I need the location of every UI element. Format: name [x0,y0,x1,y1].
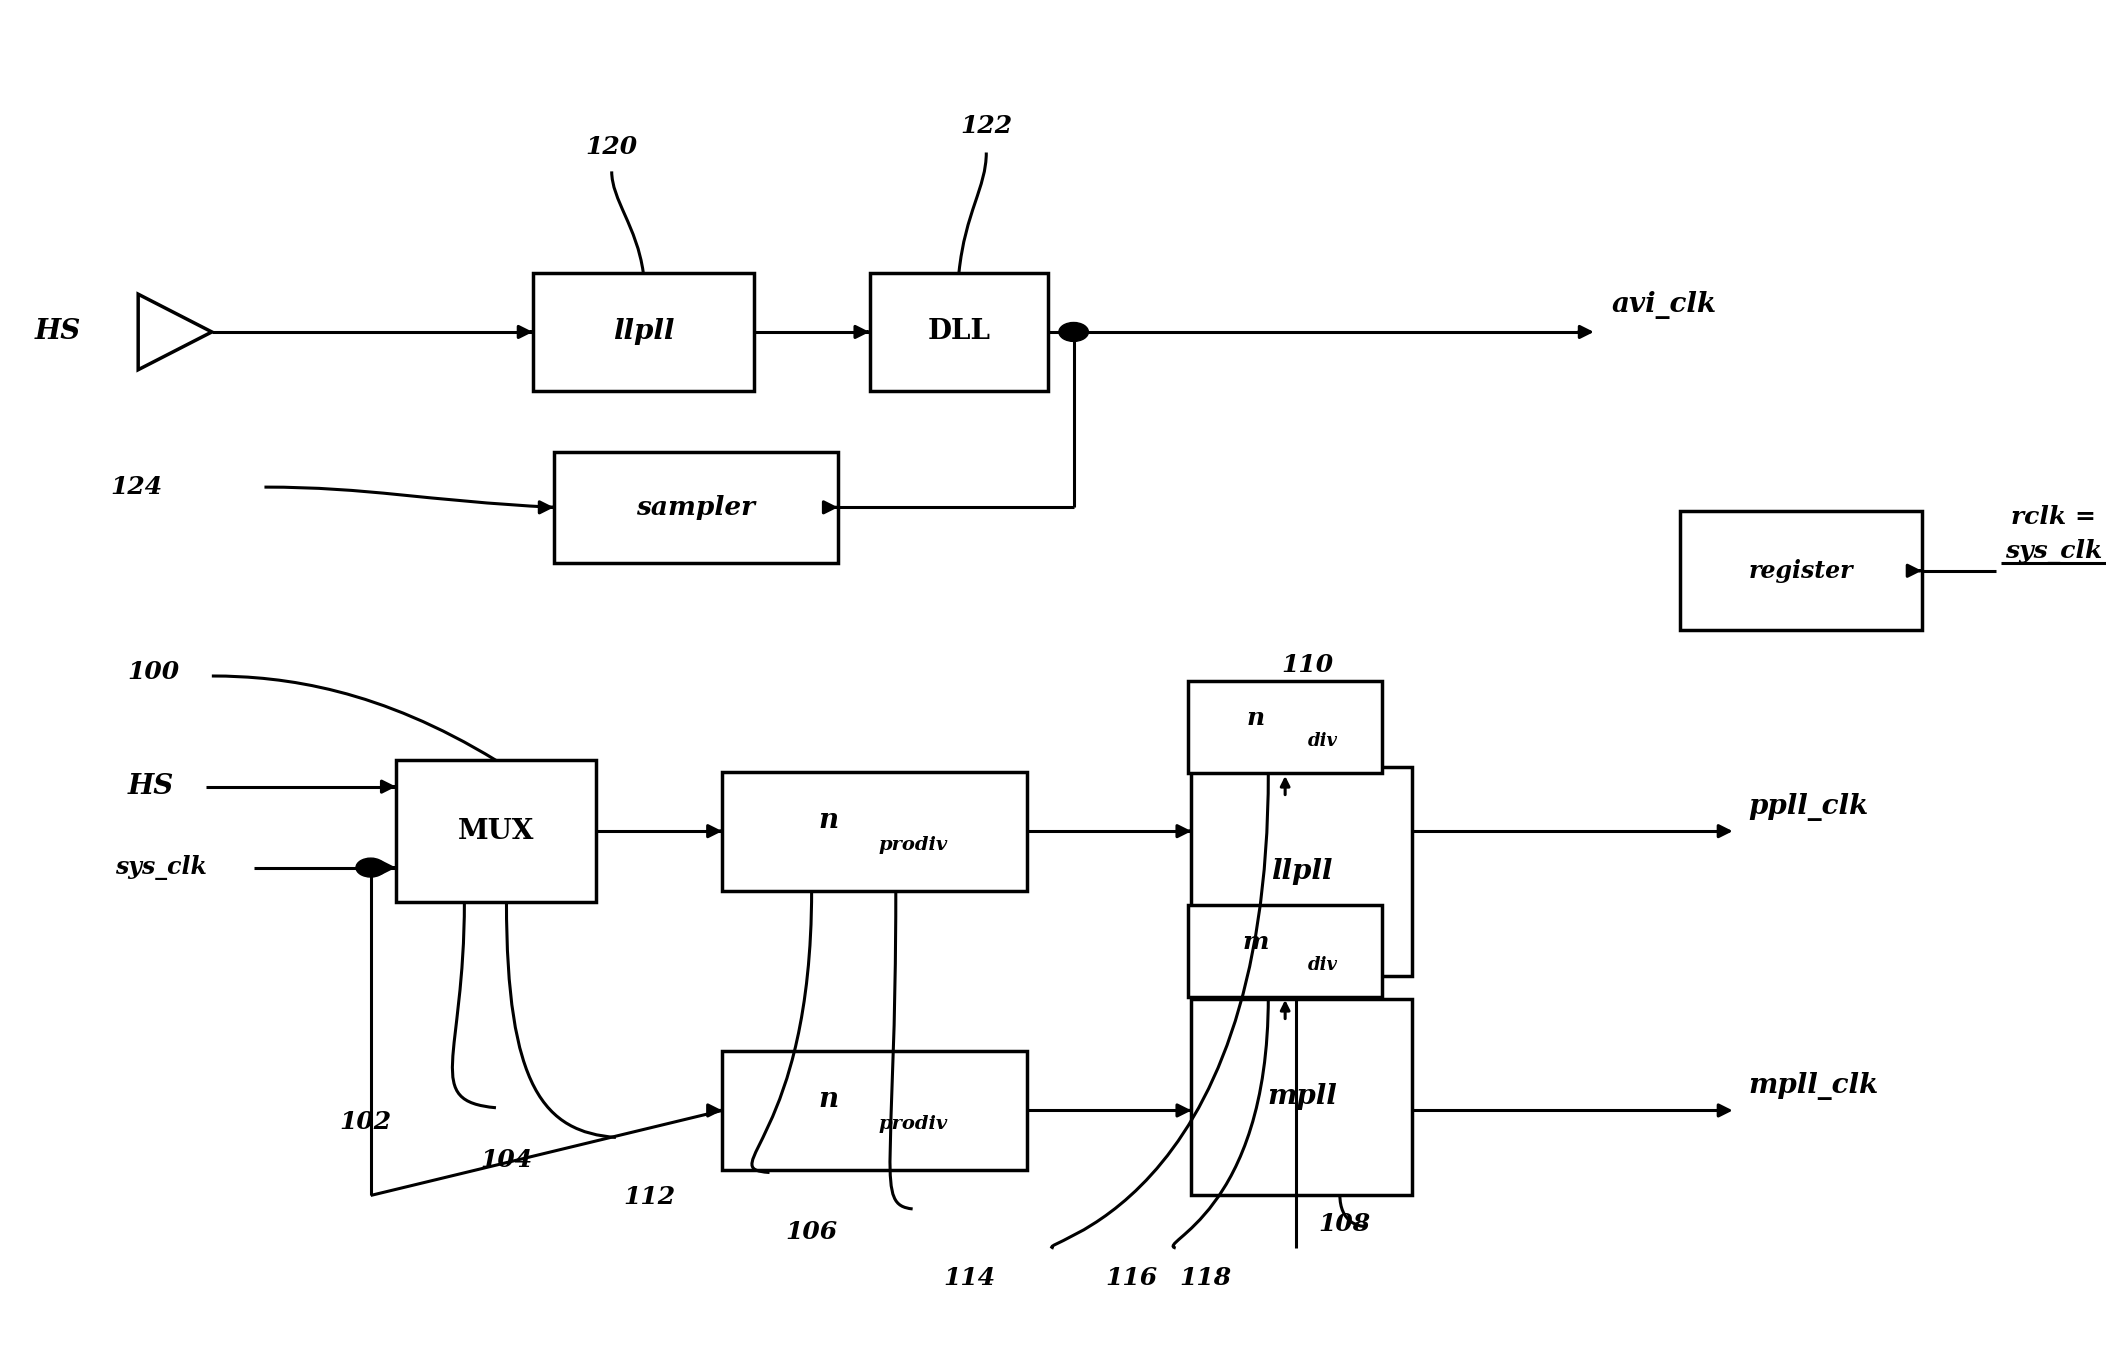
Text: HS: HS [36,319,80,346]
FancyBboxPatch shape [554,452,838,562]
Polygon shape [137,295,212,369]
Text: register: register [1749,558,1853,583]
Text: prodiv: prodiv [878,836,948,853]
Circle shape [355,859,385,877]
FancyBboxPatch shape [396,760,596,902]
Text: 106: 106 [785,1220,838,1244]
Text: avi_clk: avi_clk [1612,291,1717,319]
Text: rclk =: rclk = [2011,504,2096,529]
FancyBboxPatch shape [1189,906,1381,998]
FancyBboxPatch shape [721,1051,1028,1169]
Text: n: n [819,1086,838,1113]
Text: llpll: llpll [1271,859,1332,886]
FancyBboxPatch shape [1189,681,1381,773]
Text: 102: 102 [338,1110,391,1134]
Text: DLL: DLL [928,319,990,346]
FancyBboxPatch shape [1679,511,1923,630]
FancyBboxPatch shape [1191,999,1413,1195]
Text: sys_clk: sys_clk [2005,539,2102,564]
Text: sampler: sampler [637,495,755,521]
Text: MUX: MUX [457,818,535,845]
Text: 100: 100 [127,660,180,684]
FancyBboxPatch shape [869,273,1049,391]
Text: 114: 114 [943,1265,996,1290]
Text: prodiv: prodiv [878,1115,948,1133]
Text: m: m [1242,930,1269,953]
Text: mpll: mpll [1267,1083,1337,1110]
Text: 110: 110 [1282,653,1332,677]
Text: 104: 104 [480,1148,533,1172]
Text: 108: 108 [1318,1211,1371,1236]
Text: llpll: llpll [613,319,675,346]
Text: div: div [1307,956,1339,973]
Text: 118: 118 [1178,1265,1231,1290]
Text: mpll_clk: mpll_clk [1749,1072,1878,1101]
Text: 122: 122 [960,114,1013,138]
Text: n: n [819,807,838,834]
FancyBboxPatch shape [721,772,1028,891]
FancyBboxPatch shape [1191,767,1413,976]
Text: div: div [1307,731,1339,750]
Text: sys_clk: sys_clk [114,854,207,880]
Text: 112: 112 [624,1184,675,1209]
Text: ppll_clk: ppll_clk [1749,792,1868,821]
Circle shape [1060,323,1089,342]
Text: 116: 116 [1106,1265,1157,1290]
FancyBboxPatch shape [533,273,753,391]
Text: n: n [1246,706,1265,730]
Text: 120: 120 [586,135,639,160]
Text: HS: HS [127,773,173,800]
Text: 124: 124 [110,475,163,499]
